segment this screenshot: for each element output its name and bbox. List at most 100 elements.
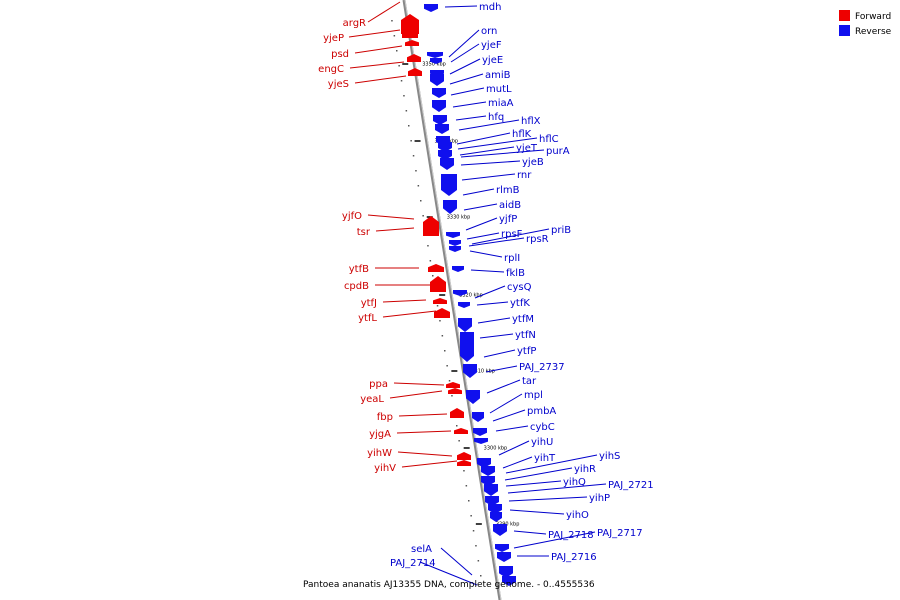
gene-label-tar: tar <box>522 376 537 387</box>
gene-glyph-yihW <box>457 452 471 460</box>
guide-dot <box>415 170 417 172</box>
leader-mutL <box>450 87 485 96</box>
gene-label-orn: orn <box>481 26 497 37</box>
guide-dot <box>398 65 400 67</box>
gene-glyph-yihS <box>481 466 495 476</box>
gene-glyph-yjeF <box>430 58 442 64</box>
leader-yihP <box>508 496 588 502</box>
gene-leader-lines <box>348 1 607 586</box>
gene-label-ytfM: ytfM <box>512 314 534 325</box>
leader-mdh <box>444 5 478 8</box>
gene-glyph-mutL <box>432 88 446 98</box>
guide-dot <box>477 560 480 562</box>
gene-label-rpsR: rpsR <box>526 234 549 245</box>
leader-PAJ_2721 <box>507 483 607 494</box>
gene-glyph-priB <box>449 240 461 246</box>
leader-selA <box>440 547 473 576</box>
gene-glyph-yeaL <box>448 388 462 394</box>
gene-label-yihW: yihW <box>367 448 392 459</box>
leader-yihQ <box>505 480 562 487</box>
leader-hflK <box>456 132 511 145</box>
gene-label-yihP: yihP <box>589 493 610 504</box>
tick-label: 3300 kbp <box>484 446 508 452</box>
gene-label-rlmB: rlmB <box>496 185 520 196</box>
leader-yjeS <box>354 75 407 84</box>
leader-ytfP <box>483 349 516 358</box>
gene-glyph-yjeP <box>402 28 418 38</box>
gene-label-yjeP: yjeP <box>323 33 344 44</box>
guide-dot <box>391 20 393 22</box>
guide-dot <box>420 200 422 202</box>
gene-label-PAJ_2716: PAJ_2716 <box>551 552 597 563</box>
gene-glyphs <box>401 4 516 586</box>
guide-dot <box>396 50 398 52</box>
gene-glyph-mpl <box>466 390 480 404</box>
leader-priB <box>471 228 550 245</box>
legend-reverse-swatch <box>839 25 850 36</box>
guide-dot <box>427 245 429 247</box>
leader-ppa <box>393 382 445 386</box>
leader-PAJ_2717 <box>513 531 596 549</box>
gene-label-pmbA: pmbA <box>527 406 556 417</box>
leader-yihT <box>502 456 533 469</box>
gene-label-mutL: mutL <box>486 84 512 95</box>
guide-dot <box>432 275 434 277</box>
leader-purA <box>460 149 545 158</box>
gene-glyph-yjeB <box>440 158 454 170</box>
gene-label-ytfN: ytfN <box>515 330 536 341</box>
leader-mpl <box>489 393 523 414</box>
gene-glyph-cpdB <box>430 276 446 292</box>
gene-label-PAJ_2718: PAJ_2718 <box>548 530 594 541</box>
legend-forward-label: Forward <box>855 12 891 22</box>
gene-label-ppa: ppa <box>369 379 388 390</box>
leader-ytfJ <box>382 299 427 303</box>
gene-label-amiB: amiB <box>485 70 511 81</box>
gene-label-argR: argR <box>343 18 366 29</box>
gene-label-ytfP: ytfP <box>517 346 536 357</box>
gene-glyph-amiB <box>430 74 444 86</box>
leader-argR <box>367 1 401 23</box>
gene-glyph-rpsF <box>446 232 460 238</box>
gene-label-rpsF: rpsF <box>501 229 523 240</box>
gene-label-ytfK: ytfK <box>510 298 530 309</box>
gene-label-fbp: fbp <box>377 412 393 423</box>
gene-glyph-yihT <box>477 458 491 468</box>
gene-glyph-yjfO <box>423 216 439 236</box>
gene-glyph-ytfN <box>460 332 474 362</box>
guide-dot <box>410 140 412 142</box>
gene-glyph-engC <box>407 54 421 62</box>
legend: Forward Reverse <box>839 10 892 37</box>
gene-label-hflX: hflX <box>521 116 541 127</box>
gene-glyph-yihO <box>490 512 502 522</box>
guide-dot <box>463 470 465 472</box>
gene-glyph-PAJ_2737 <box>463 364 477 378</box>
gene-label-yjeE: yjeE <box>482 55 503 66</box>
leader-psd <box>354 45 403 54</box>
gene-glyph-hflX <box>435 124 449 134</box>
gene-label-ytfJ: ytfJ <box>361 298 377 309</box>
guide-dot <box>465 485 468 487</box>
leader-engC <box>349 61 405 69</box>
gene-glyph-ytfB <box>428 264 444 272</box>
gene-label-PAJ_2717: PAJ_2717 <box>597 528 643 539</box>
guide-dot <box>472 530 475 532</box>
gene-label-cybC: cybC <box>530 422 555 433</box>
gene-label-hfq: hfq <box>488 112 504 123</box>
leader-yjfO <box>367 214 415 220</box>
gene-label-yjeS: yjeS <box>328 79 349 90</box>
leader-hfq <box>455 115 487 121</box>
leader-ytfN <box>479 333 514 339</box>
leader-fklB <box>470 269 505 273</box>
leader-yihO <box>509 509 565 515</box>
leader-rnr <box>461 173 516 181</box>
gene-glyph-PAJ_2718 <box>493 524 507 536</box>
gene-label-yjeB: yjeB <box>522 157 544 168</box>
guide-dot <box>417 185 420 187</box>
guide-dot <box>468 500 470 502</box>
gene-label-PAJ_2721: PAJ_2721 <box>608 480 654 491</box>
leader-cybC <box>495 425 529 432</box>
legend-forward-swatch <box>839 10 850 21</box>
gene-glyph-aidB <box>443 200 457 214</box>
gene-glyph-fklB <box>452 266 464 272</box>
guide-dot <box>451 395 453 397</box>
